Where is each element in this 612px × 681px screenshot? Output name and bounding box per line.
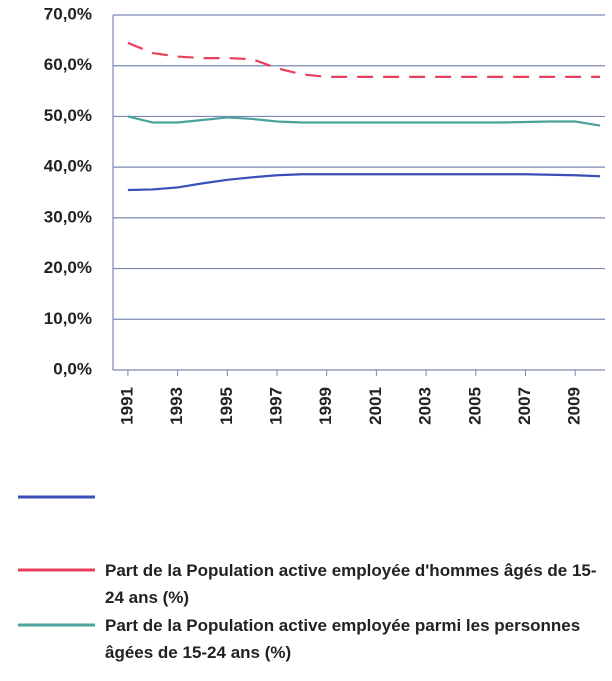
x-tick-label: 1995 xyxy=(217,387,236,425)
y-tick-label: 50,0% xyxy=(44,106,92,125)
y-tick-label: 40,0% xyxy=(44,157,92,176)
y-tick-label: 20,0% xyxy=(44,258,92,277)
y-tick-label: 30,0% xyxy=(44,207,92,226)
series-line xyxy=(127,173,601,192)
x-tick-label: 1993 xyxy=(167,387,186,425)
series-line xyxy=(127,115,601,127)
y-tick-label: 10,0% xyxy=(44,309,92,328)
series-line xyxy=(127,41,601,78)
x-tick-label: 2003 xyxy=(416,387,435,425)
x-tick-label: 2001 xyxy=(366,387,385,425)
y-tick-label: 60,0% xyxy=(44,55,92,74)
x-tick-label: 2005 xyxy=(465,387,484,425)
x-tick-label: 1997 xyxy=(266,387,285,425)
y-tick-label: 0,0% xyxy=(53,359,92,378)
x-tick-label: 1999 xyxy=(316,387,335,425)
x-tick-label: 1991 xyxy=(117,387,136,425)
x-tick-label: 2007 xyxy=(515,387,534,425)
legend-label: Part de la Population active employée pa… xyxy=(105,616,581,662)
x-tick-label: 2009 xyxy=(565,387,584,425)
legend-label: Part de la Population active employée d'… xyxy=(105,561,597,607)
y-tick-label: 70,0% xyxy=(44,4,92,23)
